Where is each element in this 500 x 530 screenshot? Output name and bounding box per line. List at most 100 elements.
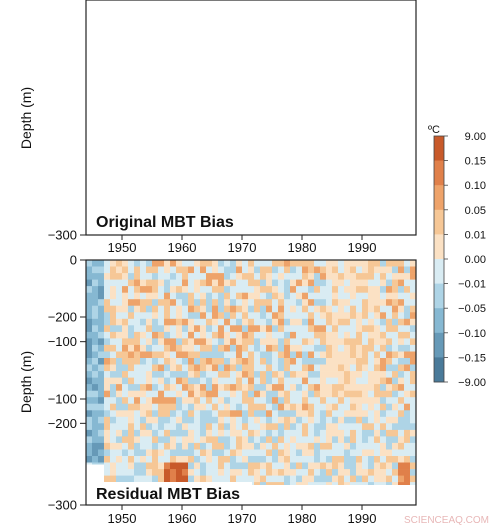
heatmap-cell [356,442,363,450]
heatmap-cell [236,377,243,385]
heatmap-cell [362,273,369,280]
heatmap-cell [182,331,189,339]
heatmap-cell [260,371,267,378]
heatmap-cell [278,475,285,483]
heatmap-cell [296,462,303,470]
heatmap-cell [110,462,117,470]
heatmap-cell [110,292,117,300]
heatmap-cell [386,364,393,372]
heatmap-cell [188,260,195,267]
heatmap-cell [338,371,345,378]
heatmap-cell [302,377,309,385]
heatmap-cell [110,286,117,293]
heatmap-cell [86,299,93,307]
heatmap-cell [386,384,393,391]
heatmap-cell [98,442,105,450]
heatmap-cell [284,403,291,411]
heatmap-cell [374,351,381,359]
heatmap-cell [122,397,129,405]
heatmap-cell [350,456,357,463]
heatmap-cell [368,266,375,274]
heatmap-cell [386,397,393,405]
heatmap-cell [338,429,345,437]
heatmap-cell [392,462,399,470]
heatmap-cell [380,384,387,391]
heatmap-cell [302,397,309,405]
heatmap-cell [230,456,237,463]
heatmap-cell [122,475,129,483]
heatmap-cell [356,423,363,431]
heatmap-cell [182,462,189,470]
heatmap-cell [86,377,93,385]
heatmap-cell [392,475,399,483]
heatmap-cell [188,325,195,333]
heatmap-cell [194,416,201,424]
heatmap-cell [362,344,369,352]
heatmap-cell [242,305,249,313]
heatmap-cell [368,456,375,463]
heatmap-cell [176,305,183,313]
heatmap-cell [230,403,237,411]
heatmap-cell [86,462,93,465]
heatmap-cell [326,358,333,365]
heatmap-cell [320,305,327,313]
heatmap-cell [122,364,129,372]
heatmap-cell [182,273,189,280]
heatmap-cell [362,469,369,476]
heatmap-cell [92,436,99,444]
heatmap-cell [158,384,165,391]
heatmap-cell [164,286,171,293]
heatmap-cell [272,423,279,431]
heatmap-cell [224,318,231,326]
heatmap-cell [260,442,267,450]
heatmap-cell [236,403,243,411]
heatmap-cell [176,429,183,437]
heatmap-cell [230,318,237,326]
heatmap-cell [140,312,147,320]
heatmap-cell [260,325,267,333]
heatmap-cell [152,260,159,267]
heatmap-cell [326,364,333,372]
heatmap-cell [278,397,285,405]
heatmap-cell [164,279,171,287]
heatmap-cell [170,449,177,457]
heatmap-cell [296,279,303,287]
heatmap-cell [368,410,375,418]
heatmap-cell [350,429,357,437]
heatmap-cell [194,384,201,391]
heatmap-cell [212,384,219,391]
heatmap-cell [176,449,183,457]
heatmap-cell [86,423,93,431]
heatmap-cell [266,364,273,372]
heatmap-cell [218,462,225,470]
heatmap-cell [134,403,141,411]
heatmap-cell [116,462,123,470]
heatmap-cell [398,390,405,398]
heatmap-cell [206,390,213,398]
heatmap-cell [356,364,363,372]
heatmap-cell [266,344,273,352]
heatmap-cell [194,273,201,280]
heatmap-cell [344,266,351,274]
heatmap-cell [158,410,165,418]
colorbar-tick-label: 0.15 [465,156,486,168]
heatmap-cell [314,344,321,352]
heatmap-cell [158,358,165,365]
heatmap-cell [134,423,141,431]
heatmap-cell [242,377,249,385]
heatmap-cell [308,410,315,418]
heatmap-cell [188,390,195,398]
heatmap-cell [248,305,255,313]
heatmap-cell [344,325,351,333]
heatmap-cell [140,469,147,476]
heatmap-cell [326,384,333,391]
heatmap-cell [338,482,345,485]
heatmap-cell [236,286,243,293]
heatmap-cell [158,344,165,352]
heatmap-cell [236,331,243,339]
heatmap-cell [350,299,357,307]
heatmap-cell [98,279,105,287]
heatmap-cell [338,462,345,470]
heatmap-cell [410,266,416,274]
top-panel-label: Original MBT Bias [96,214,234,231]
